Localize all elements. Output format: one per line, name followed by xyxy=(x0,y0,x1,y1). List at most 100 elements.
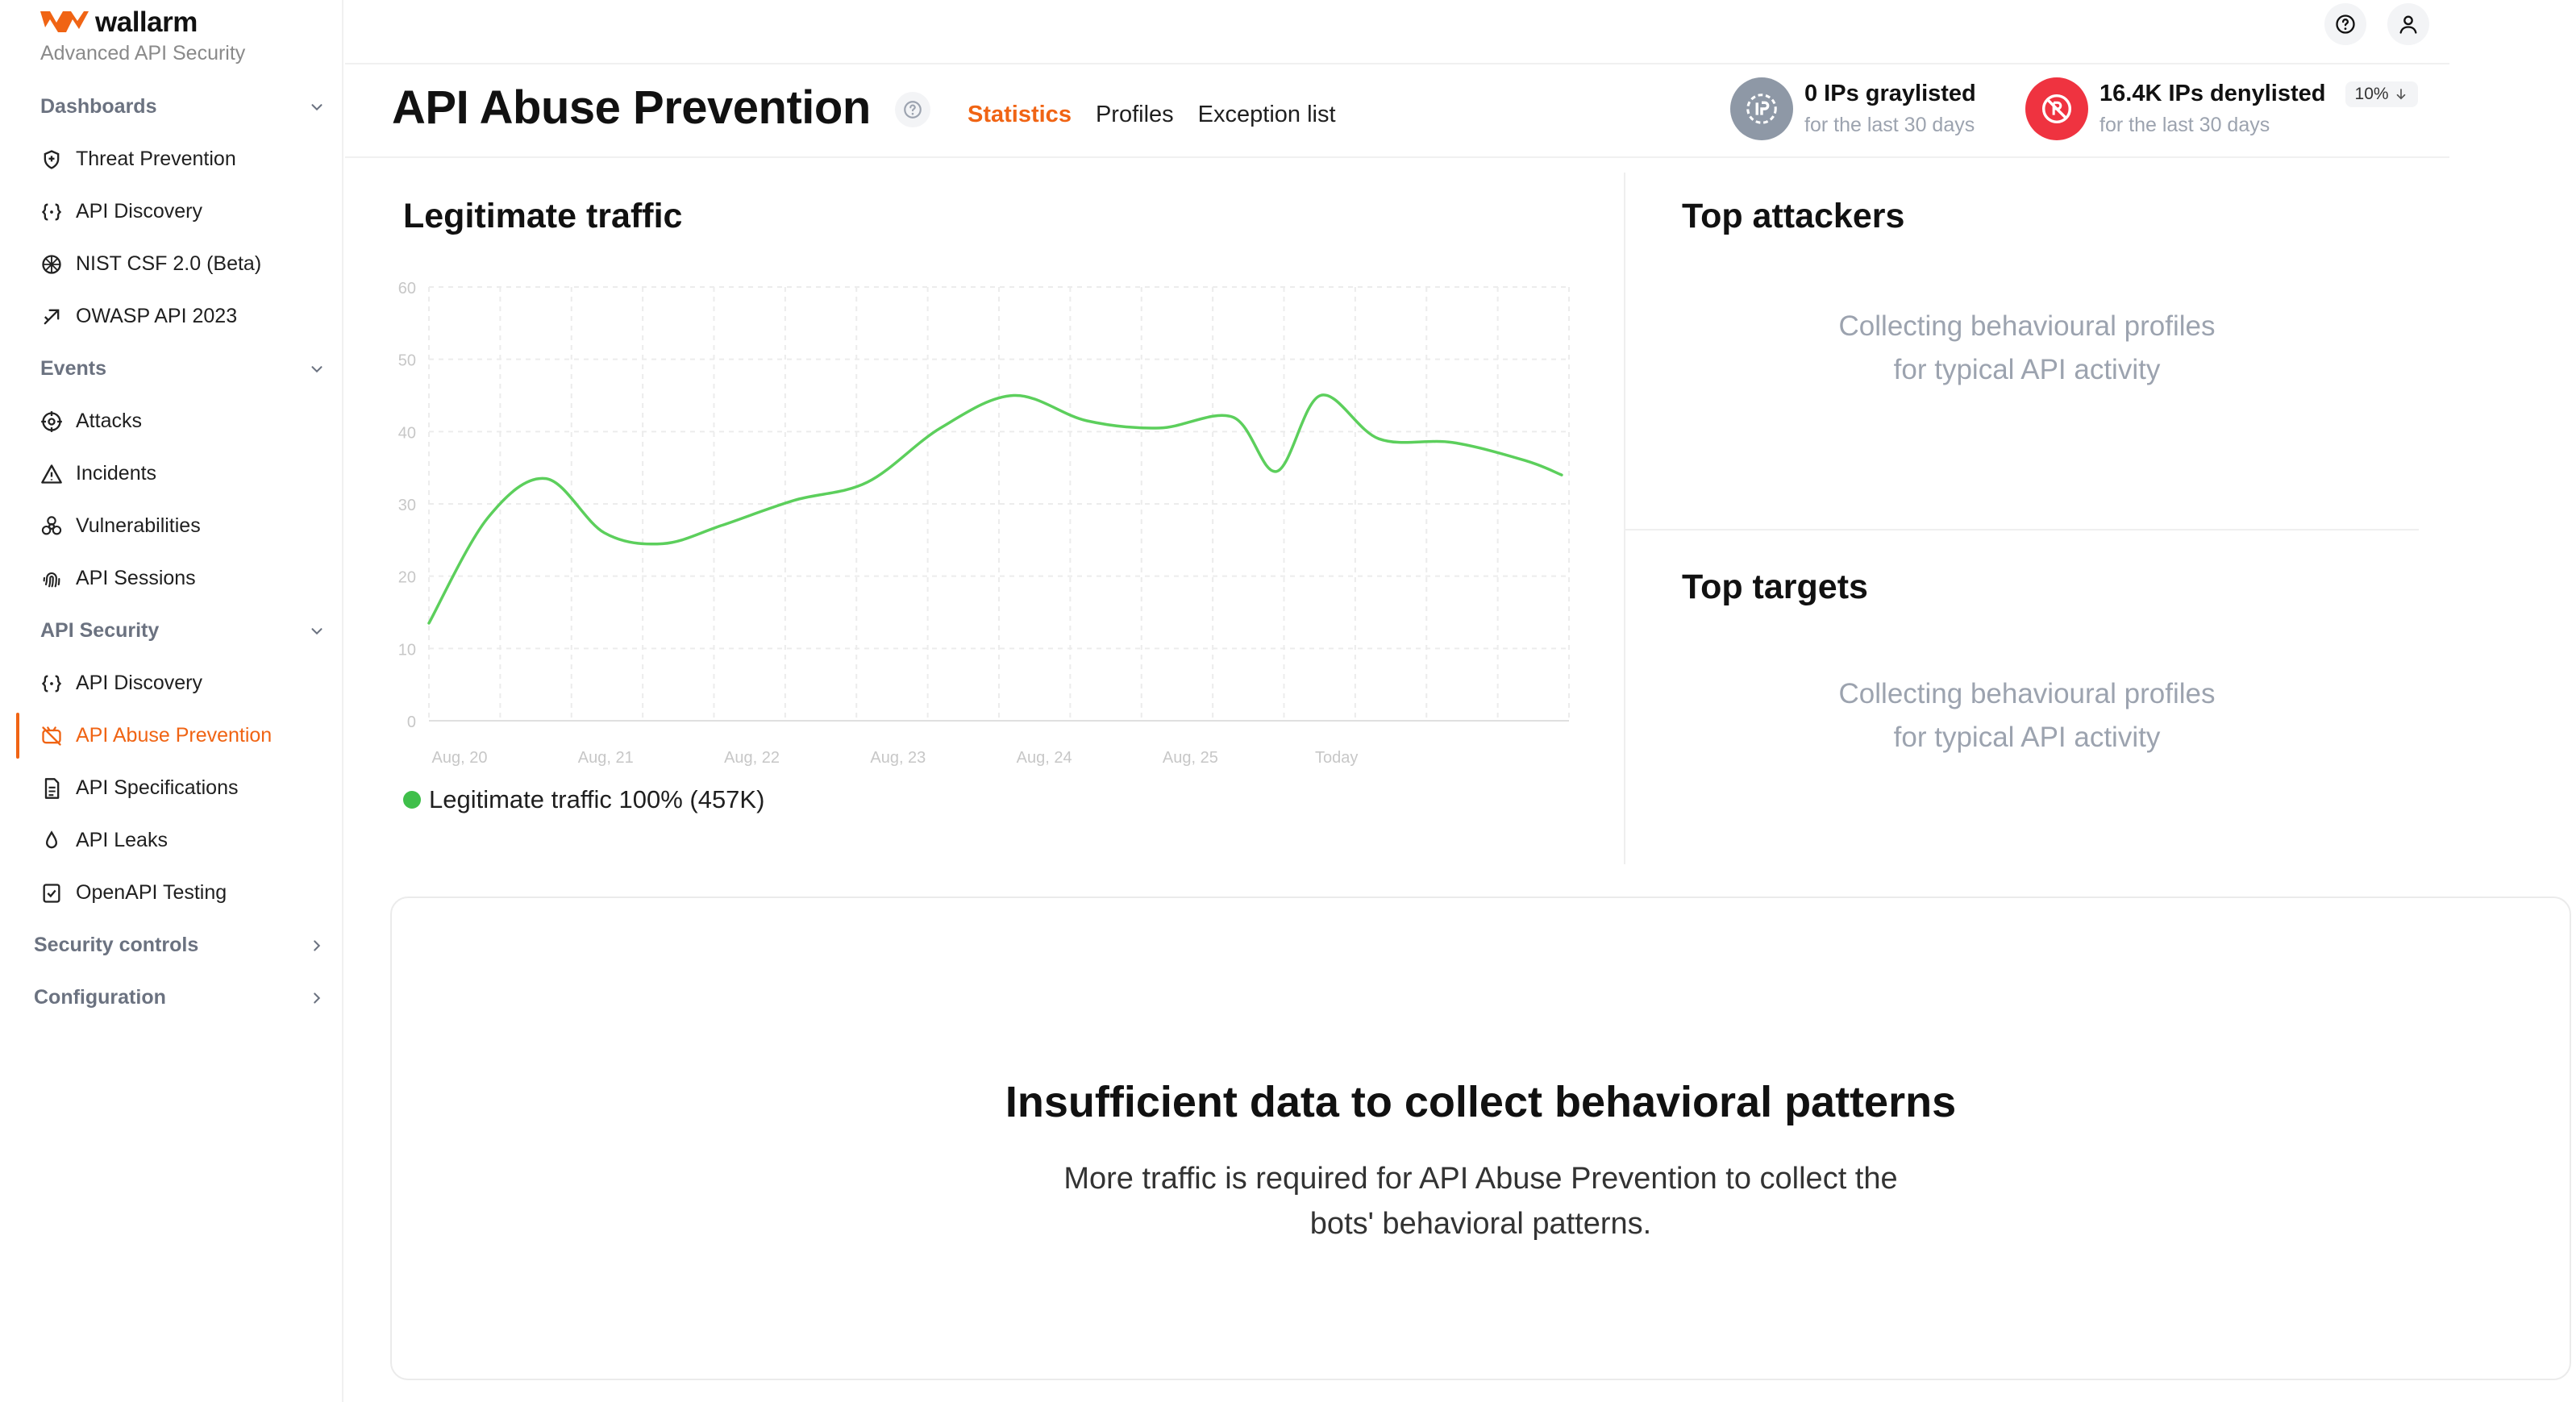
x-tick-label: Aug, 23 xyxy=(870,749,926,767)
sidebar-item-api-discovery[interactable]: API Discovery xyxy=(0,657,343,709)
sidebar-item-api-abuse-prevention[interactable]: API Abuse Prevention xyxy=(0,709,343,762)
sidebar-item-vulnerabilities[interactable]: Vulnerabilities xyxy=(0,500,343,552)
panel-divider-horizontal xyxy=(1625,529,2419,530)
nist-icon xyxy=(42,254,61,274)
denylist-change-badge: 10% xyxy=(2345,81,2418,108)
section-security-controls[interactable]: Security controls xyxy=(0,919,343,971)
insufficient-data-card: Insufficient data to collect behavioral … xyxy=(390,897,2571,1380)
fingerprint-icon xyxy=(43,572,60,587)
denylisted-count: 16.4K IPs denylisted xyxy=(2100,80,2326,106)
chevron-right-icon xyxy=(314,992,321,1004)
sidebar-item-label: Attacks xyxy=(76,410,142,432)
brand-name: wallarm xyxy=(95,6,198,38)
sidebar-item-label: API Discovery xyxy=(76,200,202,223)
denylisted-period: for the last 30 days xyxy=(2100,114,2270,137)
header-divider xyxy=(345,156,2449,158)
tab-statistics[interactable]: Statistics xyxy=(968,102,1072,127)
sidebar-item-label: API Sessions xyxy=(76,567,196,589)
brand-subtitle: Advanced API Security xyxy=(40,42,246,64)
x-tick-label: Aug, 22 xyxy=(724,749,780,767)
sidebar-item-label: Threat Prevention xyxy=(76,148,236,170)
owasp-icon xyxy=(44,309,60,324)
section-label: Events xyxy=(40,357,106,380)
sidebar-item-label: NIST CSF 2.0 (Beta) xyxy=(76,252,262,275)
sidebar-item-api-discovery-dashboard[interactable]: API Discovery xyxy=(0,185,343,238)
placeholder-line: for typical API activity xyxy=(1893,722,2161,753)
y-tick-label: 20 xyxy=(398,569,416,587)
x-tick-label: Aug, 20 xyxy=(432,749,488,767)
insufficient-data-line: More traffic is required for API Abuse P… xyxy=(1063,1162,1898,1196)
graylisted-count: 0 IPs graylisted xyxy=(1804,81,1976,106)
sidebar-item-threat-prevention[interactable]: Threat Prevention xyxy=(0,133,343,185)
tab-profiles[interactable]: Profiles xyxy=(1095,102,1174,127)
sidebar-item-api-specifications[interactable]: API Specifications xyxy=(0,762,343,814)
series-line-legitimate-traffic xyxy=(427,393,1563,625)
chart-legend: Legitimate traffic 100% (457K) xyxy=(403,785,764,814)
tab-exception-list[interactable]: Exception list xyxy=(1197,102,1336,127)
sidebar-item-owasp[interactable]: OWASP API 2023 xyxy=(0,290,343,343)
sidebar-item-label: Vulnerabilities xyxy=(76,514,201,537)
page-help-button[interactable] xyxy=(895,92,930,127)
sidebar-item-label: API Abuse Prevention xyxy=(76,724,273,747)
document-icon xyxy=(44,777,60,799)
sidebar-item-openapi-testing[interactable]: OpenAPI Testing xyxy=(0,867,343,919)
section-api-security[interactable]: API Security xyxy=(0,605,343,657)
sidebar-item-label: OWASP API 2023 xyxy=(76,305,238,327)
sidebar-nav: Dashboards Threat Prevention API Discove… xyxy=(0,81,343,1024)
sidebar-item-label: API Discovery xyxy=(76,672,202,694)
help-icon xyxy=(904,101,922,119)
chevron-down-icon xyxy=(311,365,323,372)
brand-logo-link[interactable]: wallarm xyxy=(39,6,198,39)
legitimate-traffic-chart: 0 10 20 30 40 50 60 Aug, 20 Aug, 21 Aug, 22 Aug, 2… xyxy=(398,280,1570,767)
section-events[interactable]: Events xyxy=(0,343,343,395)
y-tick-label: 50 xyxy=(398,352,416,370)
insufficient-data-title: Insufficient data to collect behavioral … xyxy=(1005,1078,1957,1126)
insufficient-data-line: bots' behavioral patterns. xyxy=(1309,1207,1652,1241)
sidebar-item-nist-csf[interactable]: NIST CSF 2.0 (Beta) xyxy=(0,238,343,290)
y-tick-label: 30 xyxy=(398,497,416,514)
panel-divider-vertical xyxy=(1624,173,1625,864)
x-tick-label: Aug, 21 xyxy=(578,749,634,767)
section-configuration[interactable]: Configuration xyxy=(0,971,343,1024)
wallarm-logo-icon xyxy=(40,11,89,32)
placeholder-line: for typical API activity xyxy=(1893,354,2161,385)
arrow-down-icon xyxy=(2396,89,2405,100)
sidebar-item-api-sessions[interactable]: API Sessions xyxy=(0,552,343,605)
insufficient-data-text: More traffic is required for API Abuse P… xyxy=(997,1156,1965,1246)
x-tick-label: Aug, 24 xyxy=(1017,749,1072,767)
help-button[interactable] xyxy=(2324,3,2366,45)
top-targets-title: Top targets xyxy=(1682,568,1868,606)
graylisted-stat[interactable]: 0 IPs graylisted for the last 30 days xyxy=(1730,77,1976,140)
placeholder-line: Collecting behavioural profiles xyxy=(1838,678,2216,709)
sidebar-item-label: API Leaks xyxy=(76,829,168,851)
section-dashboards[interactable]: Dashboards xyxy=(0,81,343,133)
x-tick-label: Today xyxy=(1315,749,1358,767)
help-icon xyxy=(2336,15,2355,34)
denylist-icon xyxy=(2025,77,2088,140)
user-menu-button[interactable] xyxy=(2387,3,2429,45)
crosshair-icon xyxy=(41,410,62,432)
section-label: Security controls xyxy=(34,934,199,956)
y-tick-label: 0 xyxy=(407,713,416,731)
denylist-change-value: 10% xyxy=(2354,85,2389,104)
section-label: API Security xyxy=(40,619,160,642)
section-label: Configuration xyxy=(34,986,166,1009)
placeholder-line: Collecting behavioural profiles xyxy=(1838,310,2216,342)
drop-icon xyxy=(45,830,58,848)
section-label: Dashboards xyxy=(40,95,157,118)
topbar-divider xyxy=(345,63,2449,64)
biohazard-icon xyxy=(41,515,62,535)
sidebar-item-label: API Specifications xyxy=(76,776,239,799)
sidebar-item-attacks[interactable]: Attacks xyxy=(0,395,343,447)
y-tick-label: 40 xyxy=(398,424,416,442)
y-tick-label: 10 xyxy=(398,641,416,659)
denylisted-stat[interactable]: 16.4K IPs denylisted 10% for the last 30… xyxy=(2025,77,2418,140)
x-tick-label: Aug, 25 xyxy=(1163,749,1218,767)
chevron-right-icon xyxy=(314,939,321,951)
graylist-icon xyxy=(1730,77,1793,140)
sidebar-item-label: OpenAPI Testing xyxy=(76,881,227,904)
sidebar-item-api-leaks[interactable]: API Leaks xyxy=(0,814,343,867)
sidebar-item-incidents[interactable]: Incidents xyxy=(0,447,343,500)
braces-icon xyxy=(41,203,62,220)
top-attackers-placeholder: Collecting behavioural profiles for typi… xyxy=(1745,305,2309,392)
